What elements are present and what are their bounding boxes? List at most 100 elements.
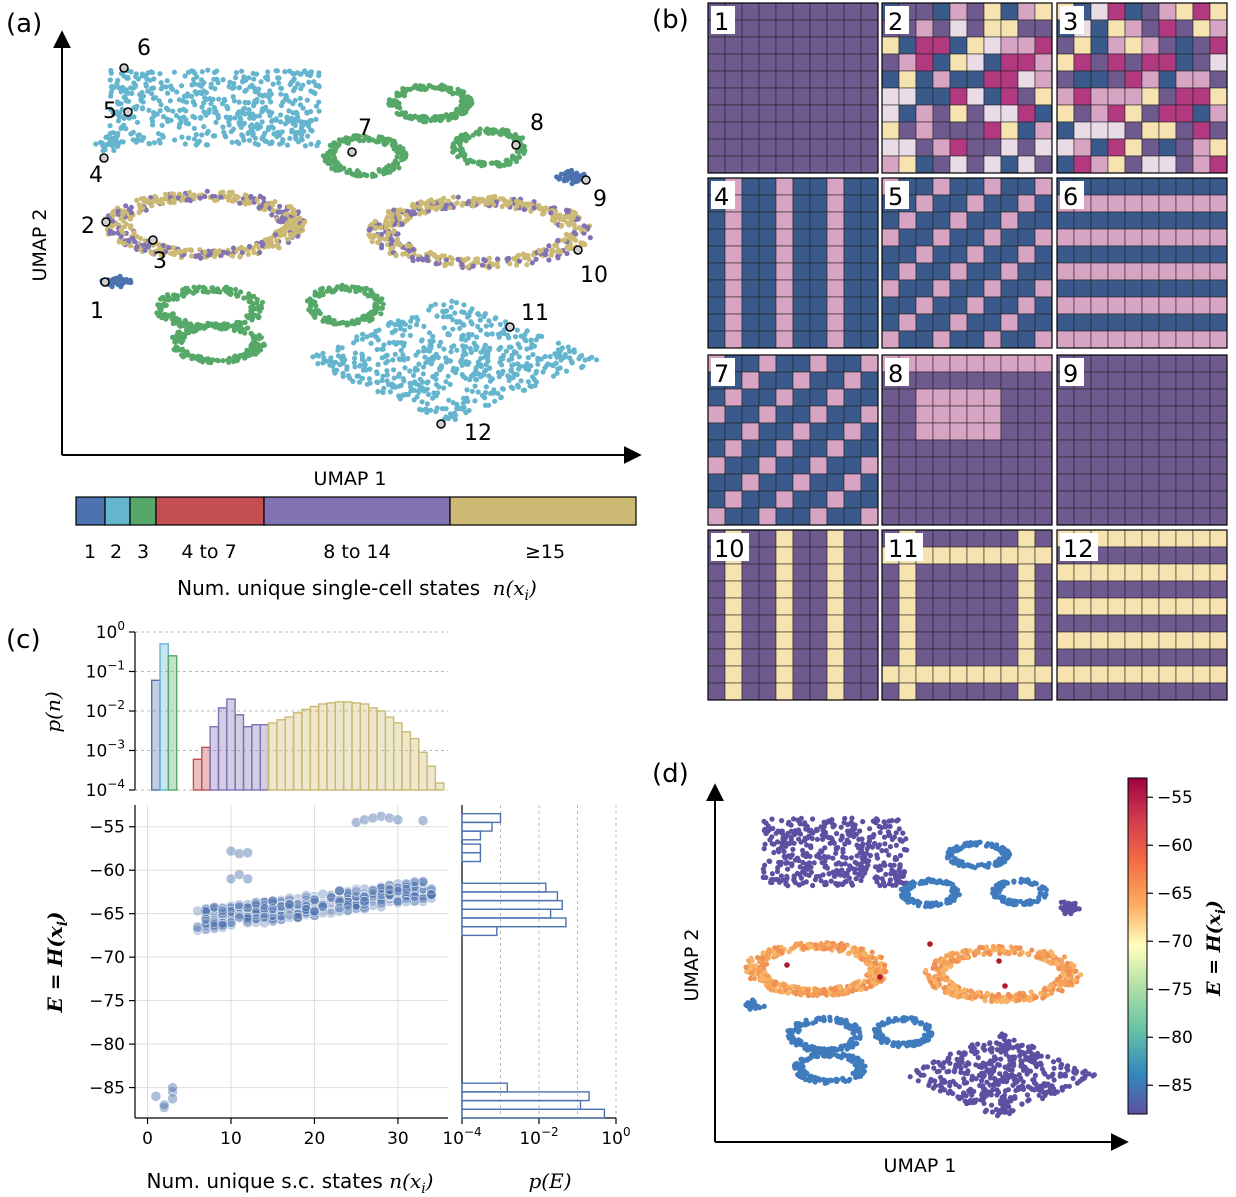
cluster-point-mixed [571,229,577,236]
cluster-point-n2 [518,378,524,384]
cluster-point-n2 [396,373,402,379]
cluster-point-n1 [572,177,578,183]
cluster-point-n2 [286,98,292,104]
lattice-cell [826,121,845,140]
cluster-point-mixed [123,203,129,209]
tile-number-box [1060,358,1084,386]
lattice-cell [775,546,794,565]
cluster-point-n2 [482,311,488,317]
main-ytick-label: −80 [89,1035,125,1055]
cluster-point-n2 [293,129,299,135]
lattice-cell [775,262,794,281]
cluster-point-mixed [490,202,497,208]
lattice-cell [983,87,1002,106]
lattice-cell [1056,439,1075,458]
cluster-point-n2 [134,119,141,125]
lattice-cell [1000,296,1019,315]
cluster-marker-label: 8 [530,111,544,136]
cluster-point-n3 [328,160,334,167]
lattice-cell [775,70,794,89]
lattice-cell [758,245,777,264]
cluster-point-n2 [146,107,152,113]
lattice-cell [1209,313,1228,332]
cluster-point-n2 [259,99,265,105]
lattice-cell [898,262,917,281]
cluster-point-n3 [162,302,168,308]
cluster-point-n2 [193,131,199,138]
cluster-point-n2 [499,386,506,392]
lattice-cell [741,279,760,298]
lattice-cell [826,405,845,424]
cluster-point-n2 [441,325,447,331]
lattice-cell [758,19,777,38]
lattice-cell [1107,121,1126,140]
lattice-cell [860,262,879,281]
lattice-cell [775,211,794,230]
lattice-cell [1056,36,1075,55]
cluster-point-n2 [240,79,246,85]
lattice-tile-frame [1056,529,1228,701]
cluster-point-mixed [126,237,132,244]
lattice-cell [949,19,968,38]
lattice-cell [1158,155,1177,174]
cluster-point-n2 [379,377,385,384]
lattice-cell [792,439,811,458]
lattice-cell [932,456,951,475]
cluster-point-n2 [398,340,404,346]
cluster-point-n2 [421,323,427,329]
cluster-point-n2 [520,387,527,393]
lattice-cell [1209,262,1228,281]
lattice-cell [1141,211,1160,230]
cluster-point-n2 [503,348,509,354]
cluster-point-n2 [451,343,457,349]
cluster-point-n2 [555,340,562,346]
cluster-point-n2 [211,76,217,82]
cluster-point-n2 [128,69,134,75]
cluster-point-n2 [411,387,417,393]
lattice-cell [983,155,1002,174]
cluster-point-n2 [461,302,467,308]
cluster-point-n2 [156,98,162,104]
main-scatter-point [217,920,228,931]
lattice-cell [1124,456,1143,475]
lattice-cell [741,121,760,140]
lattice-cell [1107,155,1126,174]
cluster-point-n3 [377,299,383,305]
cluster-point-n2 [413,322,420,328]
main-scatter-point [192,905,203,917]
legend-segments [75,496,637,526]
lattice-cell [1192,279,1211,298]
lattice-cell [881,490,900,509]
lattice-cell [949,597,968,616]
lattice-cell [881,648,900,667]
lattice-cell [707,388,726,407]
lattice-cell [1017,580,1036,599]
cluster-point-mixed [141,199,148,205]
lattice-cell [881,245,900,264]
cluster-point-n2 [158,102,164,108]
lattice-cell [1017,262,1036,281]
cluster-point-mixed [213,250,219,257]
tile-number: 5 [888,183,903,211]
cluster-point-n2 [335,353,342,359]
lattice-cell [1141,330,1160,349]
lattice-cell [1034,262,1053,281]
lattice-cell [1056,405,1075,424]
lattice-cell [1175,121,1194,140]
lattice-cell [898,580,917,599]
cluster-point-n3 [195,285,201,291]
lattice-cell [707,405,726,424]
lattice-cell [1073,104,1092,123]
lattice-cell [809,228,828,247]
lattice-cell [1056,614,1075,633]
lattice-cell [1158,262,1177,281]
lattice-cell [932,439,951,458]
lattice-cell [966,648,985,667]
lattice-cell [1034,36,1053,55]
cluster-point-n2 [416,382,422,388]
cluster-point-n3 [378,311,384,317]
cluster-point-mixed [408,211,415,217]
panel-b-tiles: 1 2 34 5 67 8 910 11 12 [707,2,1228,701]
cluster-point-n2 [118,89,124,95]
cluster-point-n3 [181,334,187,340]
